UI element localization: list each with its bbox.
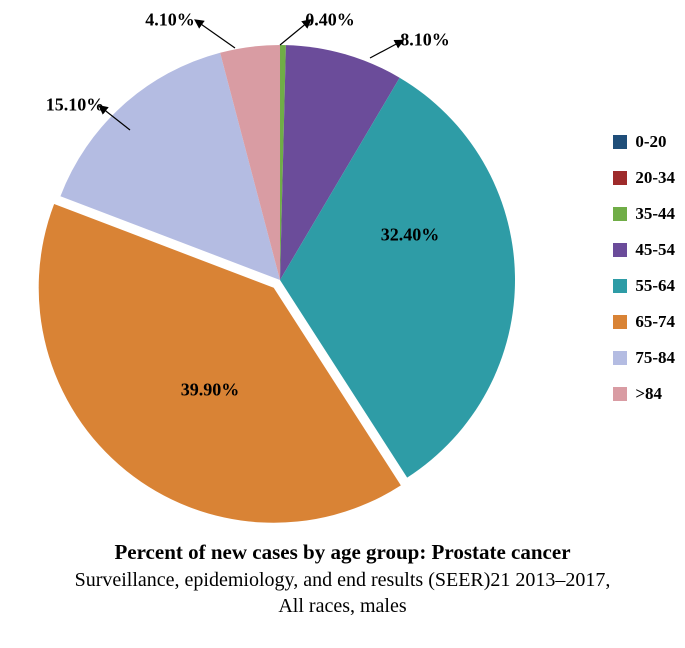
leader-line (370, 42, 400, 58)
slice-label: 4.10% (145, 10, 195, 31)
legend-swatch (613, 387, 627, 401)
slice-label: 15.10% (46, 95, 105, 116)
legend-swatch (613, 279, 627, 293)
chart-subtitle-2: All races, males (20, 593, 665, 619)
legend-swatch (613, 243, 627, 257)
slice-label: 39.90% (181, 380, 240, 401)
legend-label: 0-20 (635, 132, 666, 152)
legend-swatch (613, 171, 627, 185)
legend-item-35-44: 35-44 (613, 204, 675, 224)
legend-item-45-54: 45-54 (613, 240, 675, 260)
legend-label: 75-84 (635, 348, 675, 368)
pie-svg (0, 0, 685, 540)
slice-label: 0.40% (305, 10, 355, 31)
slice-label: 8.10% (400, 30, 450, 51)
legend-label: 65-74 (635, 312, 675, 332)
legend-swatch (613, 207, 627, 221)
legend-item-55-64: 55-64 (613, 276, 675, 296)
pie-chart-area: 0-20 20-34 35-44 45-54 55-64 65-74 75-84 >84 0.… (0, 0, 685, 540)
legend-label: 45-54 (635, 240, 675, 260)
legend-item-75-84: 75-84 (613, 348, 675, 368)
legend-swatch (613, 315, 627, 329)
legend-swatch (613, 135, 627, 149)
legend-label: >84 (635, 384, 662, 404)
chart-subtitle-1: Surveillance, epidemiology, and end resu… (20, 567, 665, 593)
legend-item-20-34: 20-34 (613, 168, 675, 188)
legend-item-65-74: 65-74 (613, 312, 675, 332)
leader-line (198, 22, 235, 48)
legend-item->84: >84 (613, 384, 675, 404)
legend: 0-20 20-34 35-44 45-54 55-64 65-74 75-84 >84 (613, 132, 675, 404)
legend-label: 20-34 (635, 168, 675, 188)
legend-label: 35-44 (635, 204, 675, 224)
legend-label: 55-64 (635, 276, 675, 296)
legend-item-0-20: 0-20 (613, 132, 675, 152)
legend-swatch (613, 351, 627, 365)
slice-label: 32.40% (381, 225, 440, 246)
chart-title: Percent of new cases by age group: Prost… (20, 540, 665, 565)
caption: Percent of new cases by age group: Prost… (0, 540, 685, 619)
leader-line (280, 22, 308, 45)
